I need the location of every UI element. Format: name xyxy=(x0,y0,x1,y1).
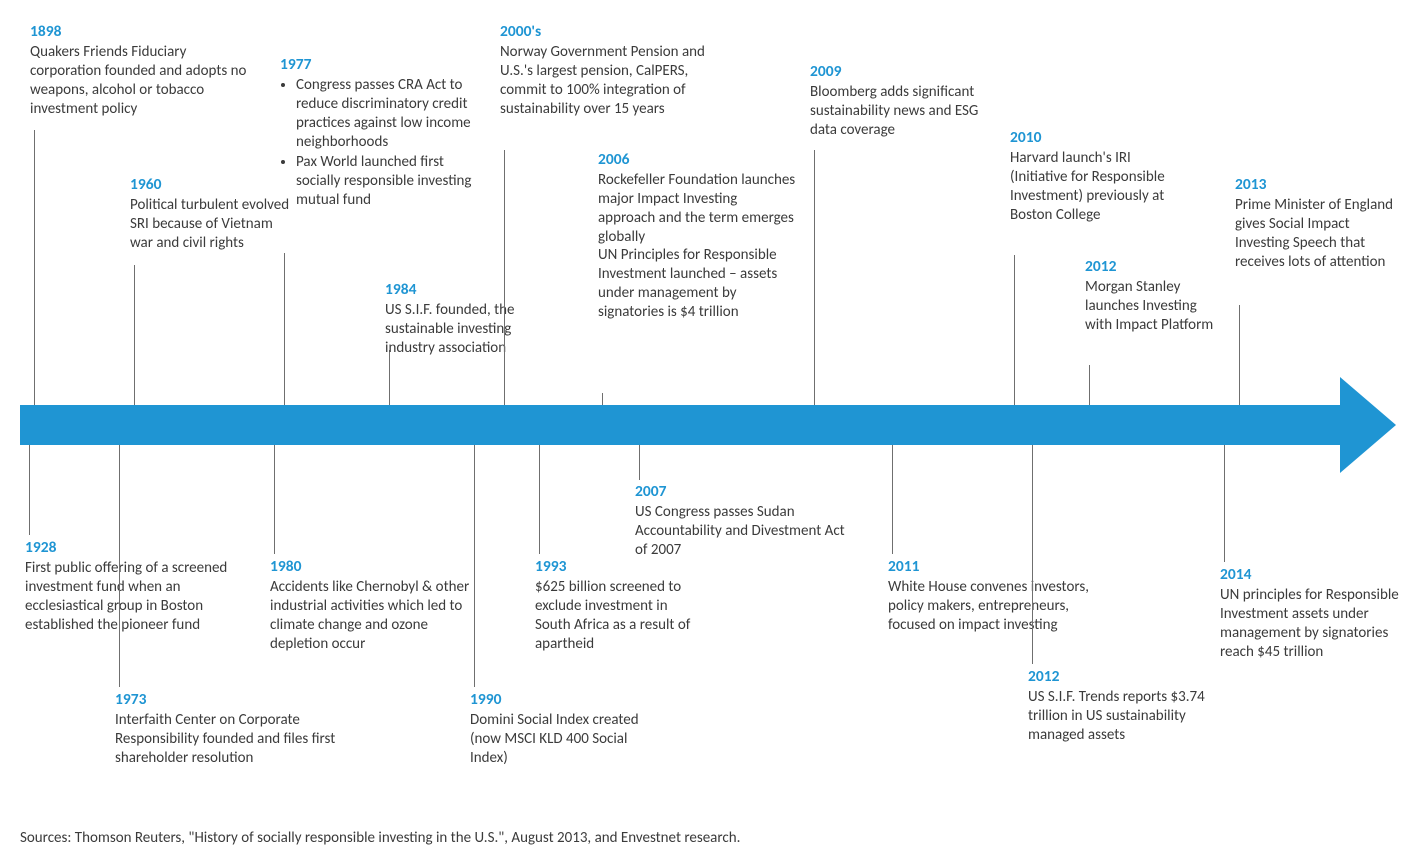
event-year: 1960 xyxy=(130,175,290,194)
timeline-arrow-head xyxy=(1340,377,1396,473)
timeline-event: 1977 Congress passes CRA Act to reduce di… xyxy=(280,55,475,212)
event-bullet-list: Congress passes CRA Act to reduce discri… xyxy=(280,76,475,209)
event-description: First public offering of a screened inve… xyxy=(25,559,230,634)
timeline-event: 2007 US Congress passes Sudan Accountabil… xyxy=(635,482,850,560)
event-bullet: Pax World launched first socially respon… xyxy=(296,153,475,209)
event-year: 1990 xyxy=(470,690,645,709)
connector-line xyxy=(474,445,475,687)
connector-line xyxy=(814,150,815,405)
timeline-event: 1990 Domini Social Index created (now MSC… xyxy=(470,690,645,768)
event-description: Prime Minister of England gives Social I… xyxy=(1235,196,1395,271)
event-year: 1984 xyxy=(385,280,560,299)
event-description: Rockefeller Foundation launches major Im… xyxy=(598,171,798,321)
event-year: 1993 xyxy=(535,557,705,576)
connector-line xyxy=(1239,305,1240,405)
event-year: 1973 xyxy=(115,690,375,709)
timeline-event: 2010 Harvard launch's IRI (Initiative for… xyxy=(1010,128,1180,224)
event-year: 1898 xyxy=(30,22,255,41)
event-bullet: Congress passes CRA Act to reduce discri… xyxy=(296,76,475,151)
event-description: White House convenes investors, policy m… xyxy=(888,578,1093,634)
timeline-event: 2006 Rockefeller Foundation launches majo… xyxy=(598,150,798,321)
event-year: 2000's xyxy=(500,22,735,41)
event-year: 2006 xyxy=(598,150,798,169)
connector-line xyxy=(1032,445,1033,664)
connector-line xyxy=(504,150,505,405)
event-year: 2013 xyxy=(1235,175,1395,194)
timeline-event: 2000's Norway Government Pension and U.S.… xyxy=(500,22,735,118)
timeline-event: 2009 Bloomberg adds significant sustainab… xyxy=(810,62,1005,140)
event-description: Bloomberg adds significant sustainabilit… xyxy=(810,83,1005,139)
timeline-arrow-bar xyxy=(20,405,1340,445)
timeline-event: 1984 US S.I.F. founded, the sustainable i… xyxy=(385,280,560,358)
connector-line xyxy=(284,253,285,405)
connector-line xyxy=(34,130,35,405)
event-description: UN principles for Responsible Investment… xyxy=(1220,586,1405,661)
timeline-event: 1993 $625 billion screened to exclude inv… xyxy=(535,557,705,653)
timeline-event: 2014 UN principles for Responsible Invest… xyxy=(1220,565,1405,661)
event-year: 2014 xyxy=(1220,565,1405,584)
connector-line xyxy=(119,445,120,687)
event-description: Quakers Friends Fiduciary corporation fo… xyxy=(30,43,255,118)
timeline-event: 1980 Accidents like Chernobyl & other ind… xyxy=(270,557,475,653)
event-year: 1980 xyxy=(270,557,475,576)
connector-line xyxy=(1089,365,1090,405)
timeline-event: 2013 Prime Minister of England gives Soci… xyxy=(1235,175,1395,271)
connector-line xyxy=(639,445,640,480)
event-year: 2007 xyxy=(635,482,850,501)
timeline-event: 1960 Political turbulent evolved SRI beca… xyxy=(130,175,290,253)
event-description: Political turbulent evolved SRI because … xyxy=(130,196,290,252)
event-year: 2012 xyxy=(1028,667,1213,686)
timeline-event: 1898 Quakers Friends Fiduciary corporatio… xyxy=(30,22,255,118)
event-year: 2011 xyxy=(888,557,1093,576)
connector-line xyxy=(892,445,893,554)
sources-caption: Sources: Thomson Reuters, "History of so… xyxy=(20,829,740,847)
event-year: 2009 xyxy=(810,62,1005,81)
event-description: Interfaith Center on Corporate Responsib… xyxy=(115,711,375,767)
event-description: US Congress passes Sudan Accountability … xyxy=(635,503,850,559)
event-description: Accidents like Chernobyl & other industr… xyxy=(270,578,475,653)
event-description: Domini Social Index created (now MSCI KL… xyxy=(470,711,645,767)
timeline-event: 2012 Morgan Stanley launches Investing wi… xyxy=(1085,257,1220,335)
timeline-event: 2012 US S.I.F. Trends reports $3.74 trill… xyxy=(1028,667,1213,745)
connector-line xyxy=(539,445,540,554)
connector-line xyxy=(274,445,275,554)
event-year: 2010 xyxy=(1010,128,1180,147)
connector-line xyxy=(1014,255,1015,405)
connector-line xyxy=(389,350,390,405)
connector-line xyxy=(29,445,30,535)
timeline-event: 2011 White House convenes investors, poli… xyxy=(888,557,1093,635)
event-year: 2012 xyxy=(1085,257,1220,276)
event-description: Morgan Stanley launches Investing with I… xyxy=(1085,278,1220,334)
timeline-event: 1928 First public offering of a screened … xyxy=(25,538,230,634)
event-year: 1928 xyxy=(25,538,230,557)
event-year: 1977 xyxy=(280,55,475,74)
event-description: Norway Government Pension and U.S.'s lar… xyxy=(500,43,735,118)
connector-line xyxy=(1224,445,1225,562)
event-description: US S.I.F. founded, the sustainable inves… xyxy=(385,301,560,357)
event-description: US S.I.F. Trends reports $3.74 trillion … xyxy=(1028,688,1213,744)
connector-line xyxy=(602,393,603,405)
timeline-event: 1973 Interfaith Center on Corporate Respo… xyxy=(115,690,375,768)
event-description: Harvard launch's IRI (Initiative for Res… xyxy=(1010,149,1180,224)
timeline-container: 1898 Quakers Friends Fiduciary corporatio… xyxy=(0,0,1416,865)
event-description: $625 billion screened to exclude investm… xyxy=(535,578,705,653)
connector-line xyxy=(134,265,135,405)
